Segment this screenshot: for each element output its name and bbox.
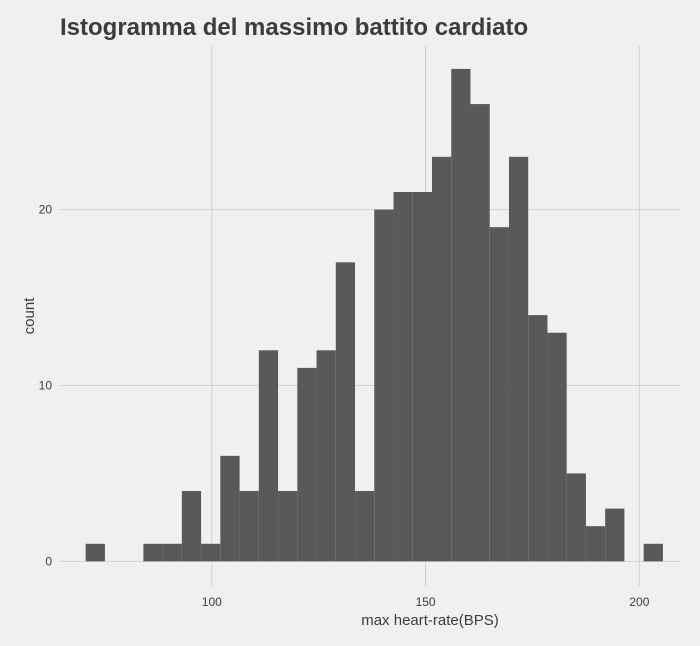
histogram-bar [335,262,356,562]
histogram-bar [528,315,548,562]
histogram-bar [239,491,259,562]
x-tick-label: 200 [629,595,649,609]
x-tick-label: 150 [416,595,436,609]
histogram-bar [547,332,567,562]
histogram-bar [393,191,413,562]
histogram-bar [355,491,375,562]
x-tick-label: 100 [202,595,222,609]
x-axis-label: max heart-rate(BPS) [361,612,499,629]
histogram-bar [412,191,432,562]
histogram-bar [470,104,490,562]
y-tick-label: 20 [39,203,53,217]
chart-title: Istogramma del massimo battito cardiato [60,14,529,41]
histogram-bar [201,543,221,562]
histogram-bar [162,543,182,562]
histogram-bar [432,156,452,562]
bars [85,68,663,562]
histogram-bar [258,350,279,562]
y-tick-label: 0 [45,554,52,568]
histogram-bar [316,350,336,562]
y-axis-label: count [21,297,38,335]
histogram-bar [566,473,586,562]
histogram-bar [297,367,317,562]
histogram-bar [508,156,529,562]
histogram-bar [85,543,105,562]
y-tick-label: 10 [39,378,53,392]
histogram-bar [374,209,394,562]
histogram-bar [143,543,163,562]
histogram-bar [278,491,298,562]
histogram-bar [181,491,202,562]
histogram-bar [585,526,606,562]
tick-labels: 100 150 200 0 10 20 [39,203,650,609]
histogram-bar [489,227,509,562]
histogram-bar [605,508,625,562]
histogram-bar [643,543,663,562]
histogram-bar [220,455,240,562]
histogram-bar [451,68,471,562]
